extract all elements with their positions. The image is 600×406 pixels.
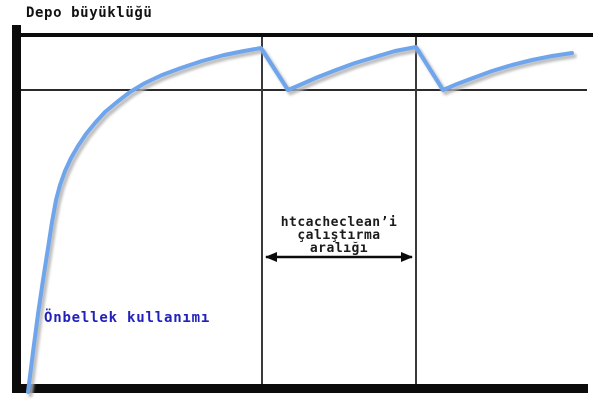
y-axis bbox=[12, 25, 21, 393]
cache-usage-curve bbox=[26, 45, 574, 394]
interval-annotation-line-3: aralığı bbox=[309, 241, 369, 256]
interval-annotation-line-1: htcacheclean’i bbox=[280, 215, 398, 230]
chart-title: Depo büyüklüğü bbox=[26, 5, 153, 21]
cache-usage-curve-shadow bbox=[28, 47, 577, 398]
interval-annotation-line-2: çalıştırma bbox=[297, 228, 381, 243]
x-axis bbox=[12, 384, 588, 393]
cache-usage-label: Önbellek kullanımı bbox=[44, 310, 211, 326]
interval-annotation: htcacheclean’i çalıştırma aralığı bbox=[259, 216, 419, 255]
